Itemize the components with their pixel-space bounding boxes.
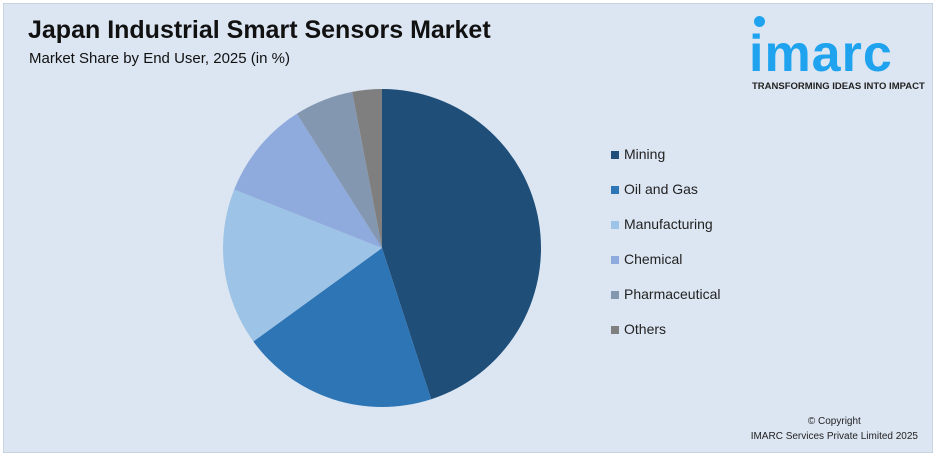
legend-label: Chemical [624,251,683,267]
chart-subtitle: Market Share by End User, 2025 (in %) [29,50,290,67]
legend-item: Pharmaceutical [611,286,721,321]
legend-item: Chemical [611,251,721,286]
legend-swatch [611,291,619,299]
logo-tagline: TRANSFORMING IDEAS INTO IMPACT [752,81,925,92]
pie-slice-chemical [234,113,382,248]
legend-label: Pharmaceutical [624,286,721,302]
pie-slice-manufacturing [223,189,382,342]
copyright-line2: IMARC Services Private Limited 2025 [750,431,918,442]
legend-label: Others [624,321,667,337]
pie-slice-pharmaceutical [296,91,382,248]
legend-swatch [611,221,619,229]
chart-frame: Japan Industrial Smart Sensors Market Ma… [3,3,933,453]
logo-dot-icon [754,16,765,27]
pie-slice-mining [382,89,541,400]
legend-label: Oil and Gas [624,181,698,197]
logo-word: imarc [749,25,893,83]
pie-chart [223,89,541,408]
pie-slice-oil-and-gas [253,248,432,408]
legend-swatch [611,151,619,159]
legend-label: Mining [624,146,666,162]
legend-swatch [611,186,619,194]
legend-item: Mining [611,146,721,181]
legend: Mining Oil and Gas Manufacturing Chemical Ph… [611,146,721,356]
legend-item: Manufacturing [611,216,721,251]
copyright: © Copyright IMARC Services Private Limit… [751,414,918,444]
copyright-line1: © Copyright [807,416,861,427]
legend-swatch [611,256,619,264]
legend-swatch [611,326,619,334]
legend-item: Oil and Gas [611,181,721,216]
chart-title: Japan Industrial Smart Sensors Market [28,16,491,44]
legend-item: Others [611,321,721,356]
legend-label: Manufacturing [624,216,713,232]
pie-slice-others [352,89,382,248]
